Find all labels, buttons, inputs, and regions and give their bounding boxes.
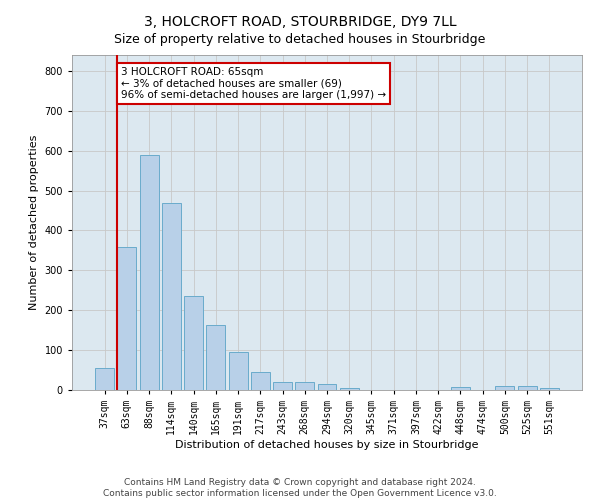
Bar	[229, 352, 248, 390]
Bar	[295, 382, 314, 390]
Bar	[496, 386, 514, 390]
Bar	[140, 156, 158, 390]
Bar	[162, 204, 181, 390]
Bar	[340, 388, 359, 390]
Bar	[540, 388, 559, 390]
Bar	[118, 247, 136, 390]
Bar	[251, 372, 270, 390]
Bar	[518, 386, 536, 390]
Bar	[184, 296, 203, 390]
Bar	[317, 384, 337, 390]
Bar	[451, 387, 470, 390]
Text: 3, HOLCROFT ROAD, STOURBRIDGE, DY9 7LL: 3, HOLCROFT ROAD, STOURBRIDGE, DY9 7LL	[143, 15, 457, 29]
X-axis label: Distribution of detached houses by size in Stourbridge: Distribution of detached houses by size …	[175, 440, 479, 450]
Text: Contains HM Land Registry data © Crown copyright and database right 2024.
Contai: Contains HM Land Registry data © Crown c…	[103, 478, 497, 498]
Bar	[95, 368, 114, 390]
Text: Size of property relative to detached houses in Stourbridge: Size of property relative to detached ho…	[115, 32, 485, 46]
Y-axis label: Number of detached properties: Number of detached properties	[29, 135, 39, 310]
Bar	[206, 326, 225, 390]
Bar	[273, 382, 292, 390]
Text: 3 HOLCROFT ROAD: 65sqm
← 3% of detached houses are smaller (69)
96% of semi-deta: 3 HOLCROFT ROAD: 65sqm ← 3% of detached …	[121, 67, 386, 100]
